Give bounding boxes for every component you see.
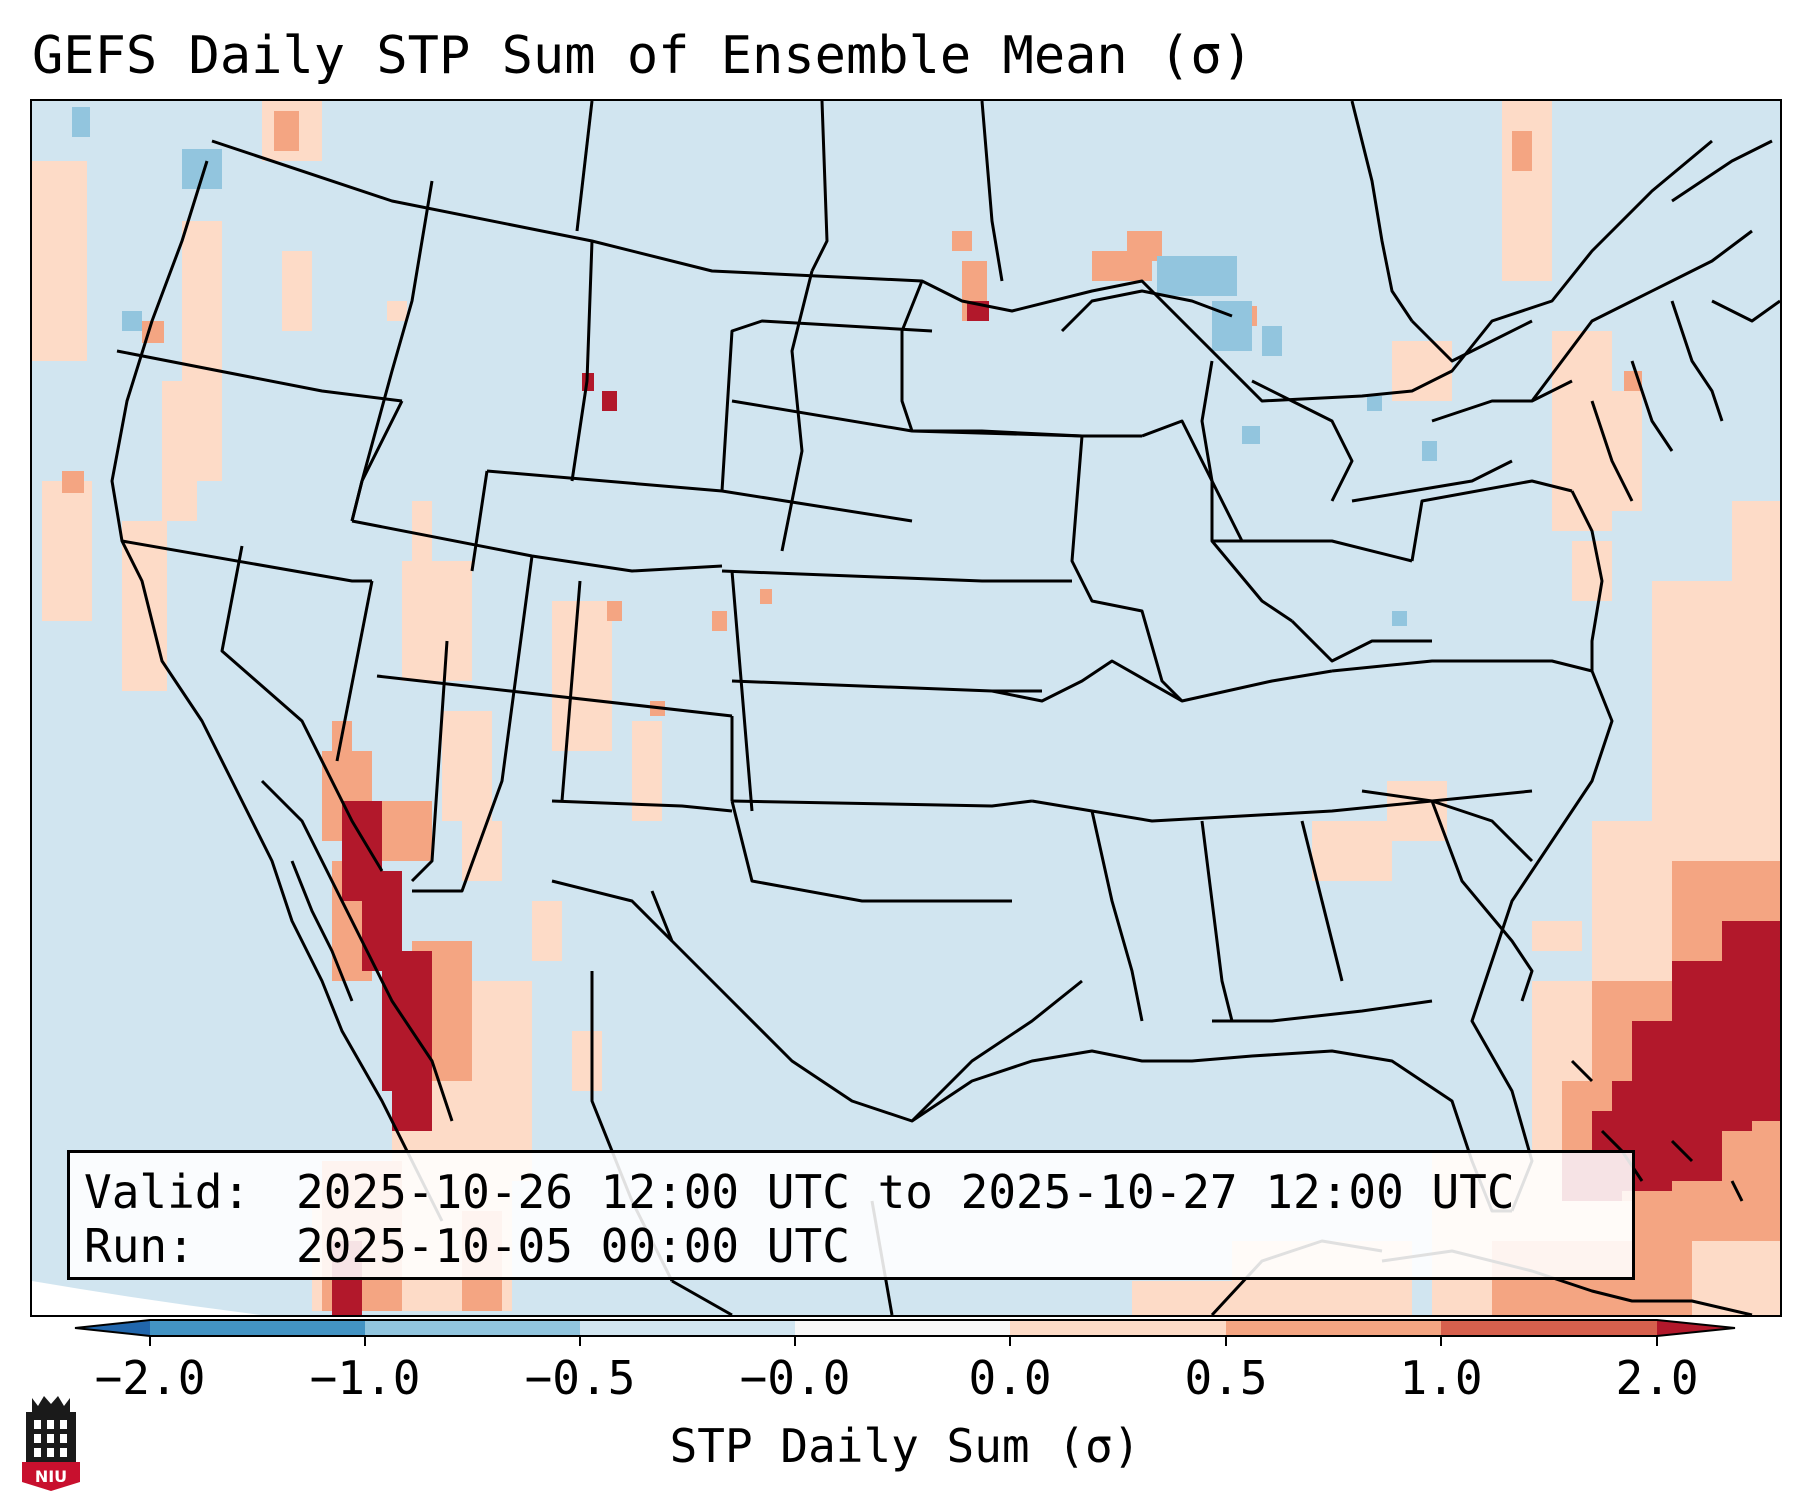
colorbar-over-arrow bbox=[1657, 1320, 1735, 1336]
colorbar-tick-label: 2.0 bbox=[1615, 1351, 1698, 1405]
run-label: Run: bbox=[84, 1219, 195, 1273]
anomaly-colorado bbox=[607, 589, 772, 716]
anomaly-great-lakes-neg bbox=[1157, 256, 1437, 626]
colorbar-segment bbox=[1010, 1320, 1226, 1336]
colorbar-segment bbox=[1441, 1320, 1657, 1336]
colorbar-tick-label: −2.0 bbox=[95, 1351, 206, 1405]
niu-logo: NIU bbox=[22, 1396, 80, 1491]
colorbar-segment bbox=[580, 1320, 795, 1336]
valid-label: Valid: bbox=[84, 1165, 251, 1219]
map-panel bbox=[30, 99, 1782, 1317]
colorbar-tick-label: 1.0 bbox=[1399, 1351, 1482, 1405]
colorbar: −2.0 −1.0 −0.5 −0.0 0.0 0.5 1.0 2.0 STP … bbox=[74, 1319, 1736, 1473]
colorbar-segment bbox=[795, 1320, 1010, 1336]
colorbar-tick-label: −0.0 bbox=[740, 1351, 851, 1405]
colorbar-tick-label: 0.0 bbox=[968, 1351, 1051, 1405]
colorbar-tick-label: −1.0 bbox=[310, 1351, 421, 1405]
run-line: Run: 2025-10-05 00:00 UTC bbox=[84, 1219, 1618, 1273]
colorbar-tick-label: 0.5 bbox=[1184, 1351, 1267, 1405]
valid-line: Valid: 2025-10-26 12:00 UTC to 2025-10-27… bbox=[84, 1165, 1618, 1219]
map-title: GEFS Daily STP Sum of Ensemble Mean (σ) bbox=[32, 26, 1253, 86]
niu-logo-windows bbox=[34, 1420, 67, 1457]
valid-value: 2025-10-26 12:00 UTC to 2025-10-27 12:00… bbox=[296, 1165, 1515, 1219]
colorbar-tick-marks bbox=[149, 1336, 1658, 1346]
colorbar-segment bbox=[1226, 1320, 1441, 1336]
niu-logo-text: NIU bbox=[35, 1467, 67, 1486]
colorbar-segment bbox=[150, 1320, 365, 1336]
colorbar-tick-label: −0.5 bbox=[525, 1351, 636, 1405]
anomaly-pacific-northwest bbox=[32, 101, 432, 691]
niu-logo-shield bbox=[22, 1462, 80, 1491]
valid-run-info-box: Valid: 2025-10-26 12:00 UTC to 2025-10-27… bbox=[67, 1150, 1635, 1280]
colorbar-label: STP Daily Sum (σ) bbox=[670, 1419, 1141, 1473]
run-value: 2025-10-05 00:00 UTC bbox=[296, 1219, 850, 1273]
colorbar-under-arrow bbox=[75, 1320, 150, 1336]
colorbar-segment bbox=[365, 1320, 580, 1336]
anomaly-pacific-northwest-neg bbox=[72, 107, 222, 331]
